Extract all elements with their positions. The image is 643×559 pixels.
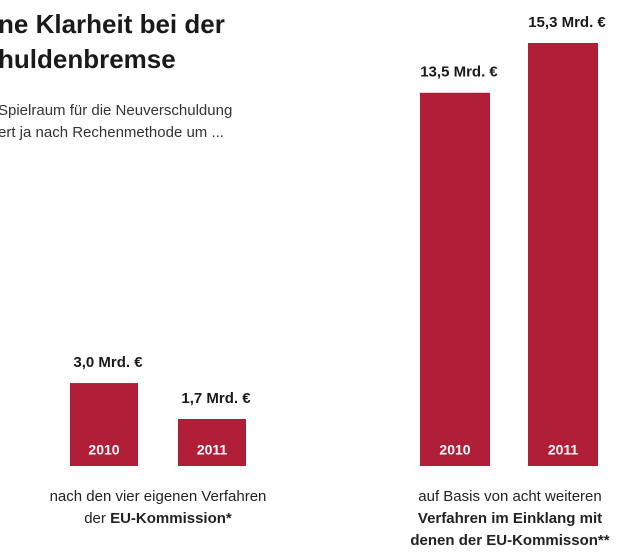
bar [420, 92, 490, 466]
value-label: 1,7 Mrd. € [181, 390, 251, 407]
value-label: 15,3 Mrd. € [528, 14, 606, 31]
caption-part: der [84, 510, 110, 527]
bar [528, 43, 598, 466]
category-label: 2010 [88, 442, 119, 458]
category-label: 2010 [439, 442, 470, 458]
category-label: 2011 [548, 442, 579, 458]
caption-part: nach den vier eigenen Verfahren [50, 488, 267, 505]
value-label: 13,5 Mrd. € [420, 64, 498, 81]
bar [178, 419, 246, 466]
group-caption: denen der EU-Kommisson** [410, 532, 609, 549]
caption-part: auf Basis von acht weiteren [418, 488, 601, 505]
caption-part: denen der EU-Kommisson** [410, 532, 609, 549]
group-caption: nach den vier eigenen Verfahren [50, 488, 267, 505]
group-caption: der EU-Kommission* [84, 510, 232, 527]
chart-subtitle: Spielraum für die Neuverschuldung [0, 102, 232, 119]
group-caption: Verfahren im Einklang mit [418, 510, 602, 527]
chart-subtitle: ert ja nach Rechenmethode um ... [0, 124, 224, 141]
caption-part: EU-Kommission* [110, 510, 232, 527]
chart-title: ne Klarheit bei der [0, 9, 225, 39]
chart-title: huldenbremse [0, 44, 176, 74]
bar [70, 383, 138, 466]
category-label: 2011 [197, 442, 228, 458]
group-caption: auf Basis von acht weiteren [418, 488, 601, 505]
caption-part: Verfahren im Einklang mit [418, 510, 602, 527]
value-label: 3,0 Mrd. € [73, 354, 143, 371]
